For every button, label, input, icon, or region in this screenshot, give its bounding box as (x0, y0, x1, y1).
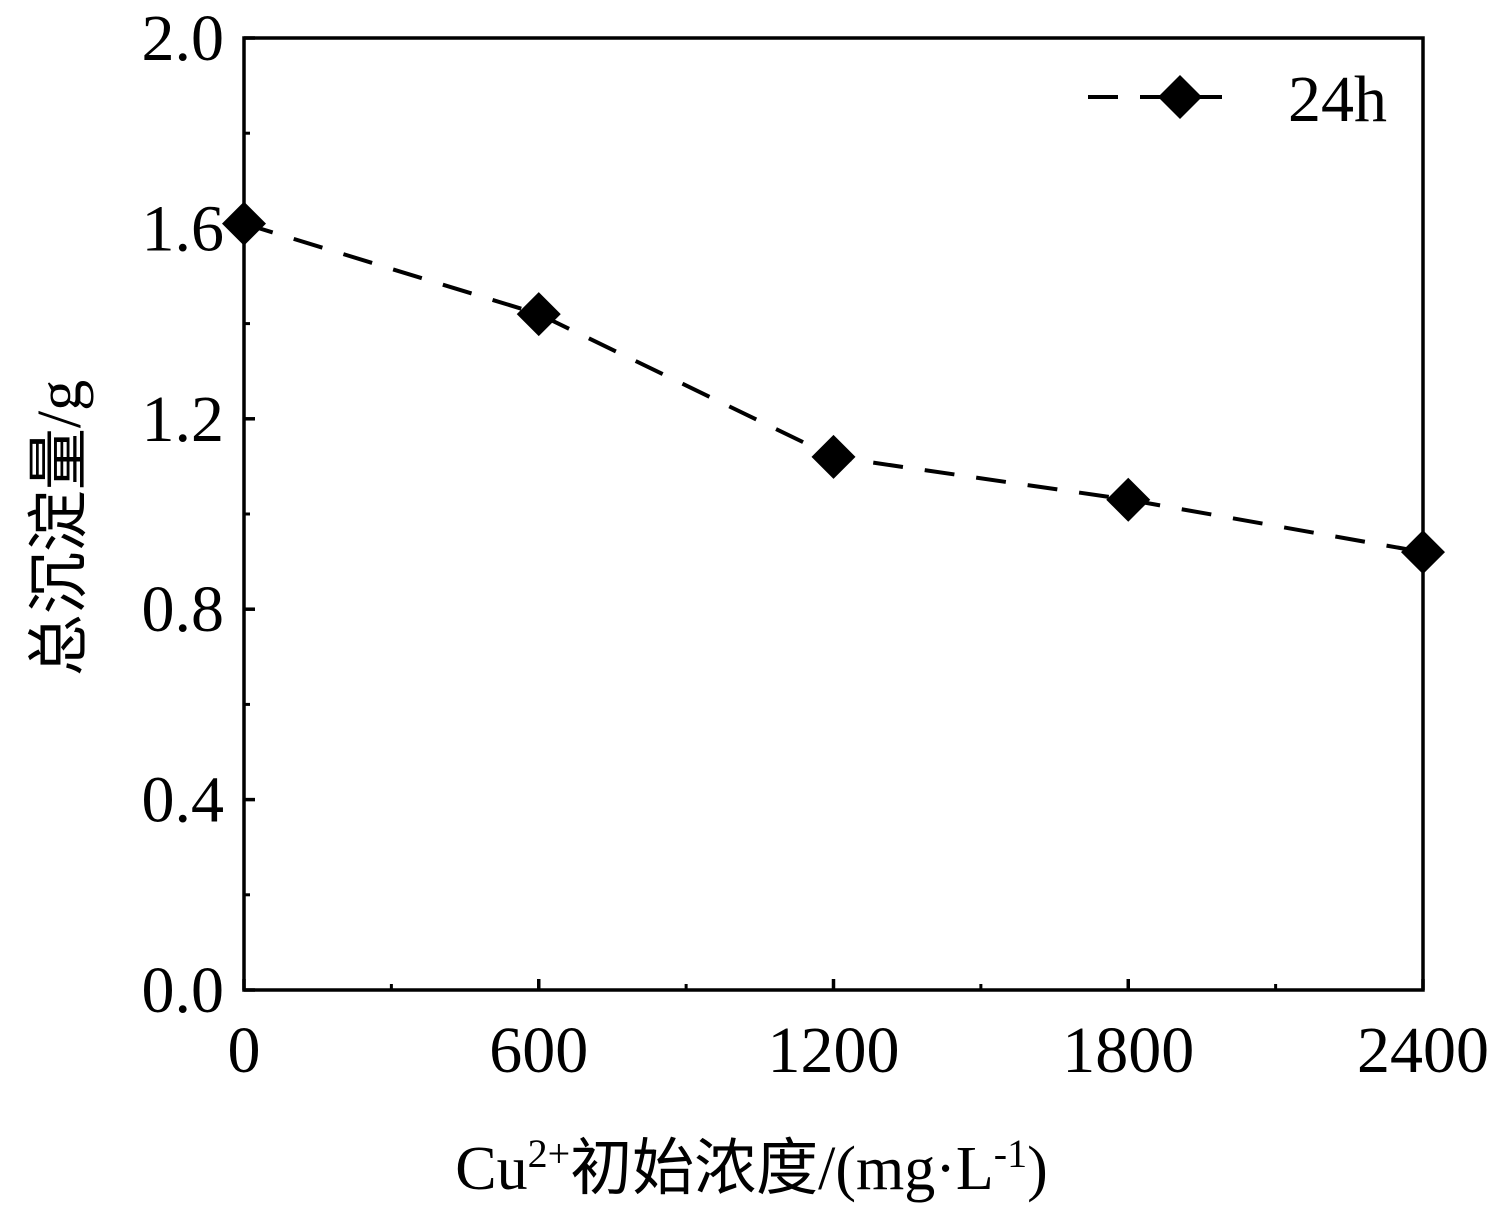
x-axis-label: Cu2+初始浓度/(mg·L-1) (0, 1134, 1503, 1203)
x-axis-label-mid: 初始浓度/(mg·L (570, 1135, 994, 1203)
y-axis-label: 总沉淀量/g (26, 379, 94, 677)
y-tick-label: 1.2 (142, 383, 225, 456)
axes-frame (242, 36, 1425, 992)
y-tick-label: 2.0 (142, 2, 225, 75)
data-point (516, 292, 561, 337)
legend: 24h (1088, 63, 1387, 136)
data-point (1106, 477, 1151, 522)
series-line (243, 221, 1424, 555)
x-axis-label-end: ) (1027, 1135, 1048, 1203)
data-point (222, 201, 266, 246)
x-tick-label: 0 (228, 1014, 261, 1087)
series-24h (222, 201, 1445, 575)
data-point (811, 434, 856, 479)
y-tick-label: 0.4 (142, 764, 225, 837)
x-tick-label: 1800 (1062, 1014, 1194, 1087)
x-axis-label-base: Cu (455, 1135, 528, 1203)
data-point (1401, 530, 1445, 575)
y-tick-label: 0.0 (142, 954, 225, 1027)
legend-label: 24h (1288, 63, 1387, 136)
axis-ticks: 0 600 1200 1800 2400 0.0 0.4 0.8 1.2 1.6 2.0 (142, 2, 1490, 1087)
y-tick-label: 1.6 (142, 192, 225, 265)
legend-marker (1158, 75, 1202, 119)
x-axis-label-sup2: -1 (993, 1131, 1028, 1176)
y-tick-label: 0.8 (142, 573, 225, 646)
x-tick-label: 1200 (768, 1014, 900, 1087)
plot-border (242, 36, 1425, 992)
x-axis-label-sup: 2+ (527, 1131, 571, 1176)
x-tick-label: 2400 (1357, 1014, 1489, 1087)
x-tick-label: 600 (489, 1014, 588, 1087)
